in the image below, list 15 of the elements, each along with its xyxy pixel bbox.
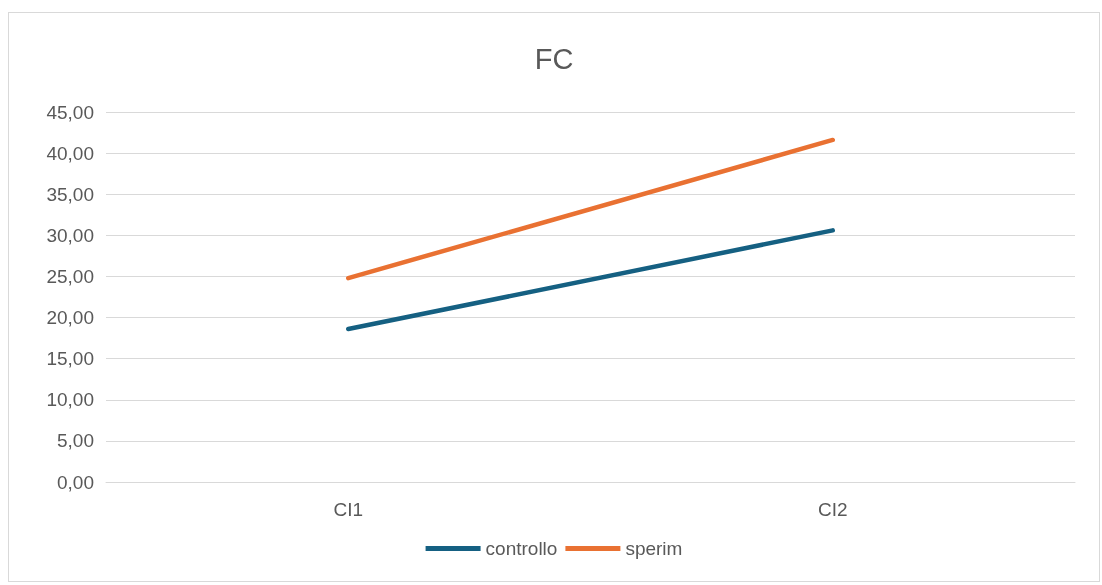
legend-label: controllo xyxy=(485,538,558,559)
legend-label: sperim xyxy=(625,538,683,559)
y-tick-label: 30,00 xyxy=(46,224,94,246)
y-tick-label: 10,00 xyxy=(46,389,94,411)
y-tick-label: 0,00 xyxy=(57,471,94,493)
y-tick-label: 20,00 xyxy=(46,307,94,329)
y-tick-label: 40,00 xyxy=(46,142,94,164)
y-tick-label: 5,00 xyxy=(57,430,94,452)
x-tick-label: CI1 xyxy=(333,499,364,520)
y-tick-label: 45,00 xyxy=(46,101,94,123)
y-tick-label: 25,00 xyxy=(46,265,94,287)
chart-title: FC xyxy=(534,42,574,75)
y-tick-label: 15,00 xyxy=(46,348,94,370)
x-tick-label: CI2 xyxy=(817,499,848,520)
y-tick-label: 35,00 xyxy=(46,183,94,205)
